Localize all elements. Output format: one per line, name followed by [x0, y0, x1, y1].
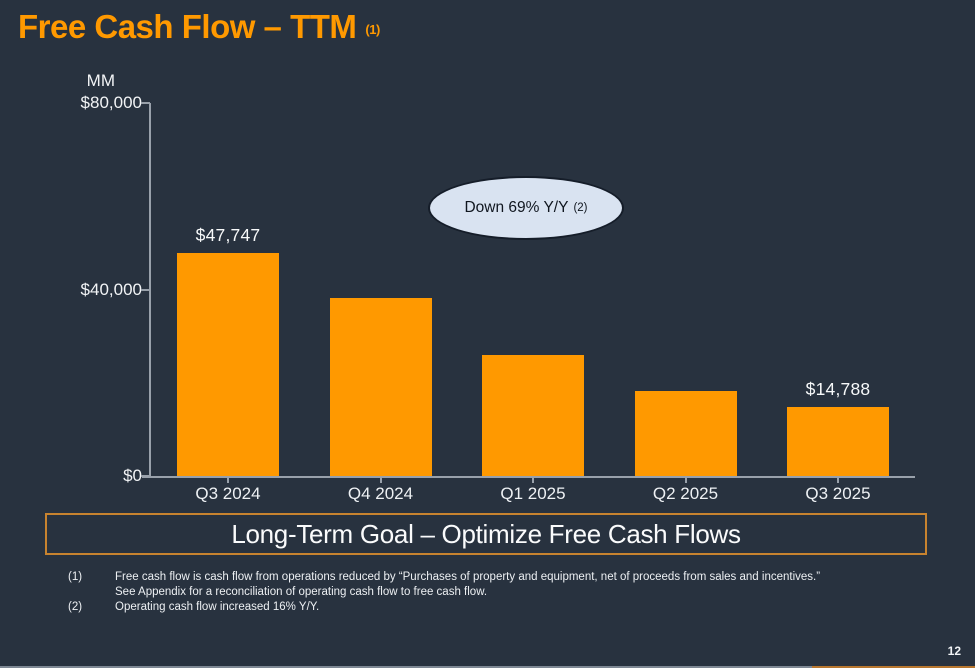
x-axis-label-q3-2025: Q3 2025: [805, 484, 871, 503]
y-axis-tick-mark-2: [141, 475, 150, 477]
footnote-2-marker: (2): [68, 601, 83, 613]
bar-q1-2025: [482, 355, 584, 476]
y-axis-line: [149, 103, 151, 478]
footnote-2: (2) Operating cash flow increased 16% Y/…: [68, 600, 928, 615]
goal-banner: Long-Term Goal – Optimize Free Cash Flow…: [45, 513, 927, 555]
x-axis-label-q4-2024: Q4 2024: [347, 484, 414, 503]
slide-title-text: Free Cash Flow – TTM: [18, 8, 357, 45]
x-axis-tick-q3-2025: [837, 478, 839, 483]
footnote-1-line-1: Free cash flow is cash flow from operati…: [115, 571, 821, 583]
x-axis-line: [142, 476, 915, 478]
slide-title: Free Cash Flow – TTM (1): [18, 8, 380, 46]
bar-q3-2025: [787, 407, 889, 476]
footnotes: (1) Free cash flow is cash flow from ope…: [68, 570, 928, 615]
bar-value-label-q3-2024: $47,747: [195, 225, 261, 245]
x-axis-tick-q3-2024: [227, 478, 229, 483]
callout-ellipse: Down 69% Y/Y (2): [428, 176, 624, 240]
bar-q3-2024: [177, 253, 279, 476]
y-axis-tick-label-1: $40,000: [80, 279, 142, 299]
page-number: 12: [947, 644, 961, 658]
callout-footnote-ref: (2): [573, 202, 588, 214]
bottom-edge-accent-line: [812, 666, 975, 668]
x-axis-label-q2-2025: Q2 2025: [652, 484, 719, 503]
callout-text: Down 69% Y/Y: [464, 199, 569, 216]
footnote-2-text: Operating cash flow increased 16% Y/Y.: [115, 601, 320, 613]
bar-q2-2025: [634, 391, 737, 476]
y-axis-tick-label-2: $0: [123, 466, 142, 485]
bottom-edge-line: [0, 666, 975, 668]
y-axis-tick-mark-1: [141, 288, 150, 291]
footnote-1-line-2: See Appendix for a reconciliation of ope…: [115, 586, 488, 598]
footnote-1-text: Free cash flow is cash flow from operati…: [115, 570, 928, 600]
title-footnote-ref: (1): [365, 22, 380, 37]
y-axis-tick-mark-0: [141, 102, 150, 104]
y-axis-tick-label-0: $80,000: [80, 93, 142, 112]
footnote-1-marker: (1): [68, 571, 83, 583]
x-axis-label-q1-2025: Q1 2025: [500, 484, 566, 503]
x-axis-label-q3-2024: Q3 2024: [195, 484, 261, 503]
x-axis-tick-q1-2025: [532, 478, 534, 483]
bar-value-label-q3-2025: $14,788: [805, 379, 871, 399]
goal-banner-text: Long-Term Goal – Optimize Free Cash Flow…: [231, 518, 741, 549]
bar-q4-2024: [329, 298, 432, 476]
plot-area: $47,747 Q3 2024 Q4 2024 Q1 2025 Q2 2025 $14,7…: [81, 93, 915, 503]
x-axis-tick-q2-2025: [684, 478, 687, 483]
x-axis-tick-q4-2024: [379, 478, 382, 483]
y-axis-unit-label: MM: [86, 71, 115, 90]
footnote-1: (1) Free cash flow is cash flow from ope…: [68, 570, 928, 600]
